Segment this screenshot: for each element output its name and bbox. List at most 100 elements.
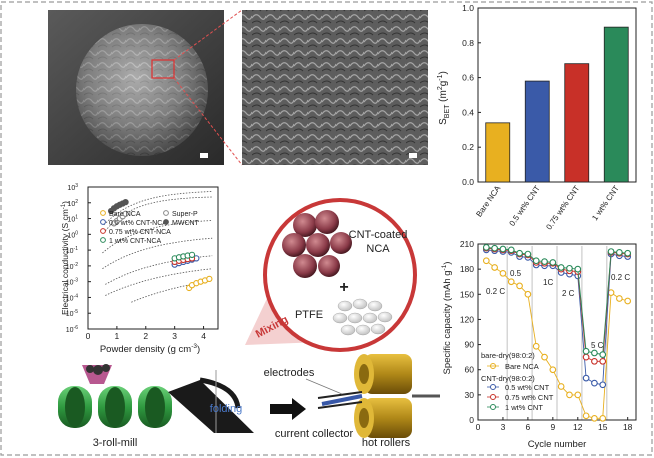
rate-point: [582, 374, 590, 382]
bar-y-tick-label: 1.0: [462, 3, 474, 13]
rate-legend-group: bare-dry(98:0:2): [481, 351, 535, 360]
cond-legend-label: 0.5 wt% CNT-NCA: [109, 220, 167, 227]
rate-point: [566, 391, 573, 399]
cond-legend-label: 0.75 wt% CNT-NCA: [109, 229, 171, 236]
rate-legend-marker: [490, 404, 496, 410]
scale-bar: [409, 153, 417, 158]
rate-point: [599, 357, 607, 365]
bar: [485, 122, 511, 183]
current-collector-foil: [321, 394, 363, 406]
bar-y-tick-label: 0.0: [462, 177, 474, 187]
rate-legend-marker: [490, 394, 496, 400]
bar-y-axis-label: SBET (m2g-1): [437, 71, 451, 125]
cond-legend-marker: [100, 237, 106, 243]
bar-y-tick-label: 0.4: [462, 107, 474, 117]
conductivity-chart: Electrical conductivity (S cm-1) Powder …: [60, 183, 219, 355]
bar-plot-frame: [477, 7, 637, 183]
rate-point: [574, 391, 582, 399]
bar-category-label: Bare NCA: [474, 183, 502, 218]
rate-point: [482, 257, 490, 265]
cond-x-tick-label: 3: [172, 331, 177, 341]
sem-image-low-mag: [48, 10, 224, 165]
rate-legend-label: 0.5 wt% CNT: [505, 383, 550, 392]
cond-legend-label: 1 wt% CNT-NCA: [109, 238, 161, 245]
zoom-guide-line: [173, 9, 243, 61]
magnifier-circle: [263, 198, 417, 352]
rate-point: [599, 414, 607, 422]
cond-point: [122, 198, 129, 206]
rate-point: [557, 383, 565, 390]
rate-point: [482, 244, 490, 251]
cond-x-tick-label: 1: [115, 331, 120, 341]
hot-rollers-label: hot rollers: [362, 437, 411, 449]
rate-point: [582, 347, 590, 355]
dry-film-sheet: [168, 380, 254, 433]
rate-point: [507, 246, 515, 254]
rate-point: [591, 349, 598, 357]
cond-x-tick-label: 2: [143, 331, 148, 341]
rate-label: 0.2 C: [611, 273, 630, 282]
cond-y-tick-label: 10-4: [66, 293, 78, 302]
rate-point: [574, 265, 582, 273]
rate-point: [491, 264, 498, 271]
rate-point: [624, 249, 632, 257]
rate-point: [516, 282, 523, 290]
rate-point: [557, 264, 565, 271]
rate-y-tick-label: 210: [460, 239, 474, 249]
zoom-guide-line: [173, 77, 243, 166]
rate-point: [582, 353, 590, 361]
ptfe-label: PTFE: [295, 309, 323, 321]
three-roll-mill-label: 3-roll-mill: [93, 437, 138, 449]
cond-legend-marker: [163, 219, 169, 225]
cond-legend-label: MWCNT: [172, 220, 200, 227]
rate-point: [524, 290, 532, 298]
rate-point: [549, 366, 557, 374]
cond-y-tick-label: 10-6: [66, 325, 78, 334]
cond-y-tick-label: 101: [67, 215, 78, 224]
folding-label: folding: [210, 403, 242, 415]
cond-y-tick-label: 10-3: [66, 278, 78, 287]
rate-plot-frame: [477, 243, 637, 421]
rate-point: [516, 249, 523, 257]
rate-label: 2 C: [562, 289, 575, 298]
rate-label: 0.5: [510, 269, 522, 278]
bar-category-label: 0.5 wt% CNT: [507, 184, 541, 228]
cond-legend-marker: [100, 228, 106, 234]
rate-y-tick-label: 150: [460, 289, 474, 299]
cond-point: [206, 275, 213, 283]
rate-point: [616, 295, 623, 302]
rate-label: 0.2 C: [486, 287, 505, 296]
process-arrow: [270, 398, 306, 420]
nca-label: NCA: [366, 243, 390, 255]
rate-point: [524, 250, 532, 258]
rate-point: [624, 297, 632, 305]
rate-point: [616, 249, 623, 256]
rate-label: 5 C: [591, 341, 604, 350]
cond-legend-marker: [100, 210, 106, 216]
rate-point: [566, 264, 573, 272]
rate-point: [507, 278, 515, 286]
rate-label: 1C: [543, 278, 553, 287]
rate-legend-marker: [490, 384, 496, 390]
sem-image-high-mag: [242, 10, 428, 165]
cnt-coated-nca-particles: [282, 210, 352, 278]
cond-legend-marker: [100, 219, 106, 225]
rate-y-tick-label: 180: [460, 264, 474, 274]
rate-x-tick-label: 18: [623, 422, 633, 432]
rate-y-tick-label: 90: [465, 340, 475, 350]
scale-bar: [200, 153, 208, 158]
ptfe-particles: [332, 298, 393, 336]
rate-point: [591, 414, 598, 422]
cond-y-tick-label: 100: [67, 230, 78, 239]
rate-point: [599, 351, 607, 358]
cond-y-tick-label: 102: [67, 199, 78, 208]
bar-y-tick-label: 0.6: [462, 73, 474, 83]
hot-rollers: [354, 354, 412, 438]
rate-y-tick-label: 0: [469, 415, 474, 425]
rate-x-tick-label: 9: [550, 422, 555, 432]
process-schematic: CNT-coated NCA + PTFE Mixing: [58, 198, 440, 449]
rate-legend-label: Bare NCA: [505, 362, 539, 371]
cnt-coated-label: CNT-coated: [349, 229, 408, 241]
